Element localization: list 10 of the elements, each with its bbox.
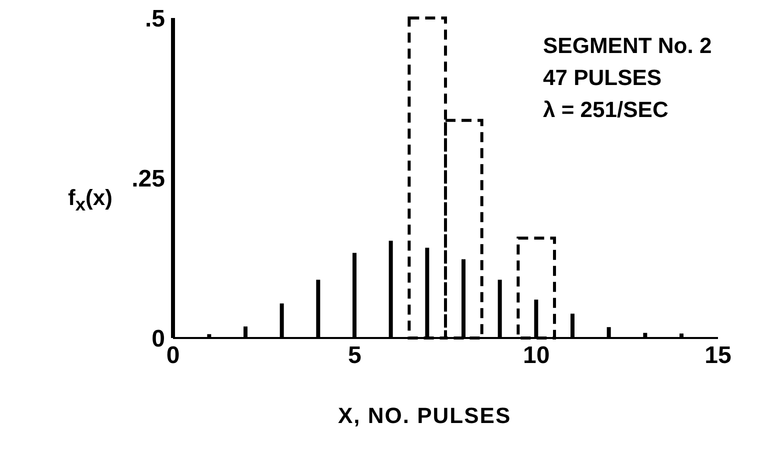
x-tick-label: 5 [348,342,362,370]
annotation: SEGMENT No. 2 [543,32,712,60]
x-tick-label: 10 [522,342,550,370]
y-axis-title: f$_{x}$(x) [68,185,112,216]
x-tick-label: 15 [704,342,732,370]
x-axis-title: X, NO. PULSES [338,403,512,429]
y-tick-label: .5 [144,6,165,33]
y-tick-label: .25 [132,166,165,193]
annotation: 47 PULSES [543,64,663,92]
annotation: λ = 251/SEC [543,96,670,124]
